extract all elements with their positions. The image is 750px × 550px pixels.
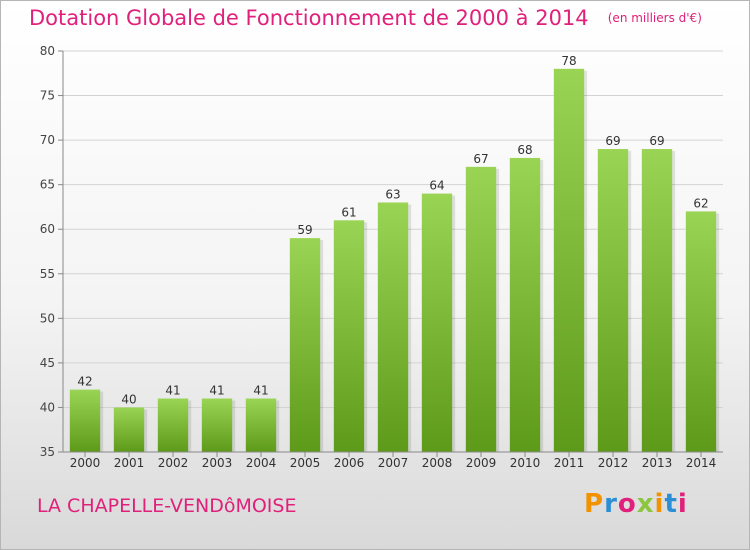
proxiti-logo: Proxiti xyxy=(584,489,688,519)
bar-value-label: 61 xyxy=(341,205,356,219)
y-tick-label: 50 xyxy=(40,311,55,325)
brand-letter: o xyxy=(617,489,637,519)
bar xyxy=(333,220,365,452)
y-tick-label: 40 xyxy=(40,400,55,414)
bar xyxy=(465,166,497,452)
bar-value-label: 69 xyxy=(649,134,664,148)
bar xyxy=(509,157,541,452)
x-tick-label: 2009 xyxy=(466,456,497,470)
bar-value-label: 68 xyxy=(517,143,532,157)
x-tick-label: 2012 xyxy=(598,456,629,470)
y-tick-label: 55 xyxy=(40,267,55,281)
bar xyxy=(201,398,233,452)
bar xyxy=(157,398,189,452)
x-tick-label: 2002 xyxy=(158,456,189,470)
x-tick-label: 2000 xyxy=(70,456,101,470)
y-tick-label: 35 xyxy=(40,445,55,459)
bar-value-label: 78 xyxy=(561,54,576,68)
bars: 42 40 41 41 41 59 61 63 64 67 68 78 69 69 62 xyxy=(69,54,720,453)
bar-value-label: 64 xyxy=(429,179,444,193)
x-tick-label: 2005 xyxy=(290,456,321,470)
y-tick-label: 75 xyxy=(40,89,55,103)
x-tick-label: 2006 xyxy=(334,456,365,470)
x-tick-label: 2014 xyxy=(686,456,717,470)
bar-value-label: 62 xyxy=(693,196,708,210)
title-row: Dotation Globale de Fonctionnement de 20… xyxy=(29,6,702,30)
brand-letter: i xyxy=(654,489,665,519)
axes: 35 40 45 50 55 60 65 70 75 80 2000 2001 2002 2003 2004… xyxy=(40,44,723,470)
x-tick-label: 2013 xyxy=(642,456,673,470)
bar-value-label: 63 xyxy=(385,187,400,201)
bar-value-label: 41 xyxy=(165,384,180,398)
x-tick-label: 2007 xyxy=(378,456,409,470)
bar-value-label: 41 xyxy=(253,384,268,398)
bar xyxy=(685,211,717,452)
bar-value-label: 69 xyxy=(605,134,620,148)
chart-title: Dotation Globale de Fonctionnement de 20… xyxy=(29,6,589,30)
brand-letter: i xyxy=(677,489,688,519)
x-tick-label: 2011 xyxy=(554,456,585,470)
bar-value-label: 42 xyxy=(77,375,92,389)
bar xyxy=(377,202,409,452)
brand-letter: x xyxy=(636,489,655,519)
bar xyxy=(597,149,629,452)
y-tick-label: 45 xyxy=(40,356,55,370)
bar-value-label: 59 xyxy=(297,223,312,237)
x-tick-label: 2003 xyxy=(202,456,233,470)
y-tick-label: 60 xyxy=(40,222,55,236)
bar xyxy=(245,398,277,452)
y-tick-label: 80 xyxy=(40,44,55,58)
x-tick-label: 2008 xyxy=(422,456,453,470)
bar xyxy=(641,149,673,452)
bar xyxy=(289,238,321,452)
bar xyxy=(553,68,585,453)
x-tick-label: 2004 xyxy=(246,456,277,470)
chart-unit: (en milliers d'€) xyxy=(607,11,702,25)
brand-letter: t xyxy=(664,489,678,519)
bar xyxy=(113,407,145,452)
bar-value-label: 41 xyxy=(209,384,224,398)
y-tick-label: 65 xyxy=(40,178,55,192)
bar xyxy=(421,193,453,453)
brand-letter: r xyxy=(604,489,618,519)
y-tick-label: 70 xyxy=(40,133,55,147)
x-tick-label: 2001 xyxy=(114,456,145,470)
place-name: LA CHAPELLE-VENDôMOISE xyxy=(37,495,297,517)
bar-value-label: 40 xyxy=(121,392,136,406)
x-tick-label: 2010 xyxy=(510,456,541,470)
bar-value-label: 67 xyxy=(473,152,488,166)
bar xyxy=(69,389,101,452)
brand-letter: P xyxy=(584,489,605,519)
